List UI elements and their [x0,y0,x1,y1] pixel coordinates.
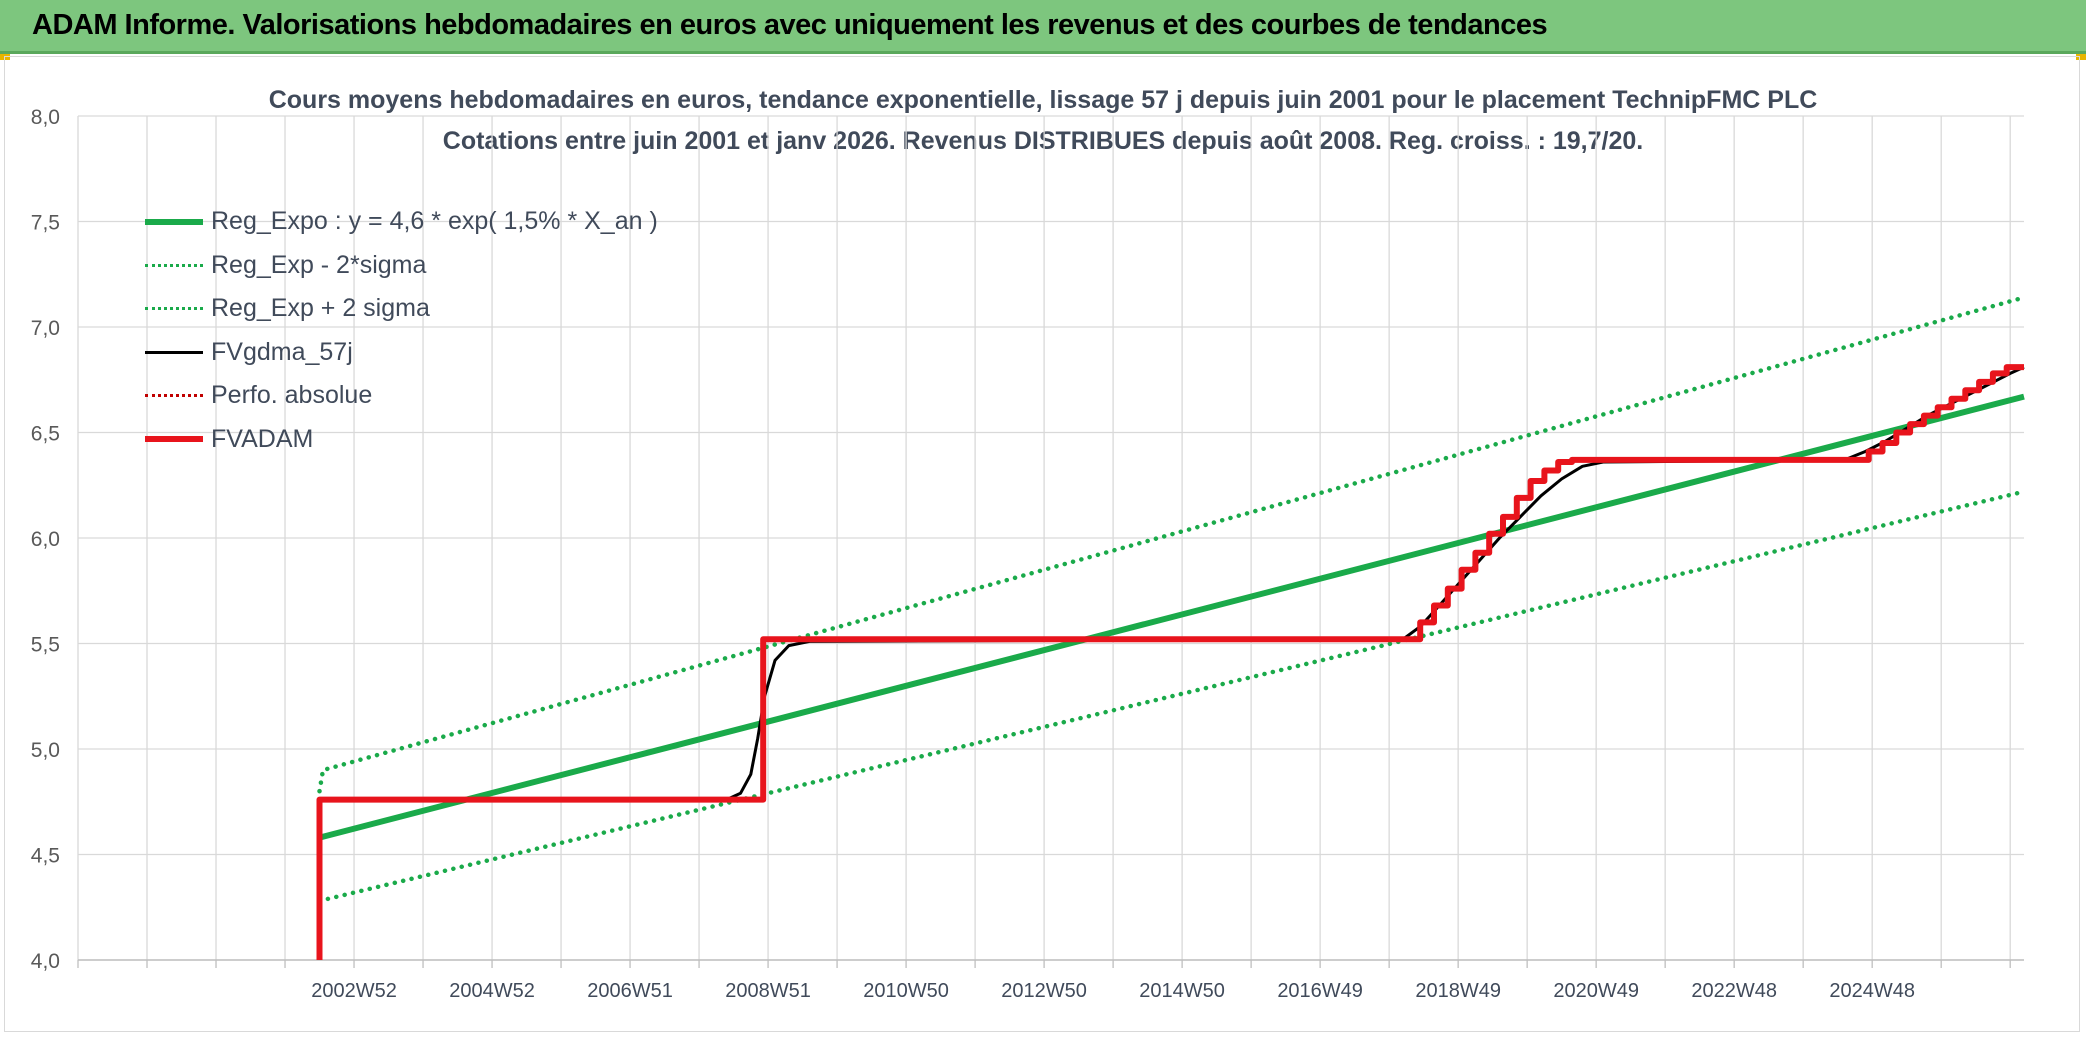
series-line-6 [316,364,2024,960]
x-tick-label: 2024W48 [1829,980,1915,1002]
chart-frame [4,56,2080,1032]
legend-label: Reg_Expo : y = 4,6 * exp( 1,5% * X_an ) [211,207,658,236]
legend-swatch [145,350,203,354]
x-tick-label: 2010W50 [863,980,949,1002]
legend-item: Reg_Exp + 2 sigma [145,287,658,331]
legend-label: Reg_Exp - 2*sigma [211,250,427,279]
legend-swatch [145,394,203,398]
legend-swatch [145,218,203,225]
series-line-3 [317,295,2027,794]
corner-mark-left [0,54,10,60]
series-line-1 [318,393,2025,841]
y-tick-label: 5,5 [31,634,60,657]
corner-mark-right [2076,54,2086,60]
y-tick-label: 7,0 [31,317,60,340]
x-tick-label: 2002W52 [311,980,397,1002]
series-line-2 [317,489,2027,904]
chart-series [316,295,2027,960]
y-tick-label: 8,0 [31,106,60,129]
x-tick-label: 2018W49 [1415,980,1501,1002]
x-tick-label: 2022W48 [1691,980,1777,1002]
report-title: ADAM Informe. Valorisations hebdomadaire… [32,9,1548,41]
report-banner: ADAM Informe. Valorisations hebdomadaire… [0,0,2086,54]
legend-swatch [145,263,203,267]
x-tick-label: 2020W49 [1553,980,1639,1002]
y-tick-label: 6,5 [31,423,60,446]
y-tick-label: 7,5 [31,212,60,235]
chart-title-line-2: Cotations entre juin 2001 et janv 2026. … [442,127,1644,155]
x-tick-label: 2008W51 [725,980,811,1002]
chart-title-line-1: Cours moyens hebdomadaires en euros, ten… [268,86,1818,114]
chart-legend: Reg_Expo : y = 4,6 * exp( 1,5% * X_an ) R… [145,200,658,461]
legend-item: FVADAM [145,418,658,462]
legend-label: Reg_Exp + 2 sigma [211,294,430,323]
legend-label: FVADAM [211,424,314,453]
legend-swatch [145,307,203,311]
y-tick-label: 4,0 [31,950,60,973]
y-tick-label: 5,0 [31,739,60,762]
x-tick-label: 2012W50 [1001,980,1087,1002]
legend-label: Perfo. absolue [211,381,373,410]
legend-item: Reg_Expo : y = 4,6 * exp( 1,5% * X_an ) [145,200,658,244]
y-tick-label: 4,5 [31,845,60,868]
legend-item: Reg_Exp - 2*sigma [145,244,658,288]
legend-swatch [145,436,203,443]
y-tick-label: 6,0 [31,528,60,551]
chart-axis-labels: 4,0 4,5 5,0 5,5 6,0 6,5 7,0 7,5 8,0 2002W52 2004W5… [31,106,1915,1002]
legend-item: Perfo. absolue [145,374,658,418]
legend-label: FVgdma_57j [211,337,353,366]
x-tick-label: 2006W51 [587,980,673,1002]
x-tick-label: 2004W52 [449,980,535,1002]
chart-grid [77,115,2024,968]
x-tick-label: 2014W50 [1139,980,1225,1002]
x-tick-label: 2016W49 [1277,980,1363,1002]
legend-item: FVgdma_57j [145,331,658,375]
